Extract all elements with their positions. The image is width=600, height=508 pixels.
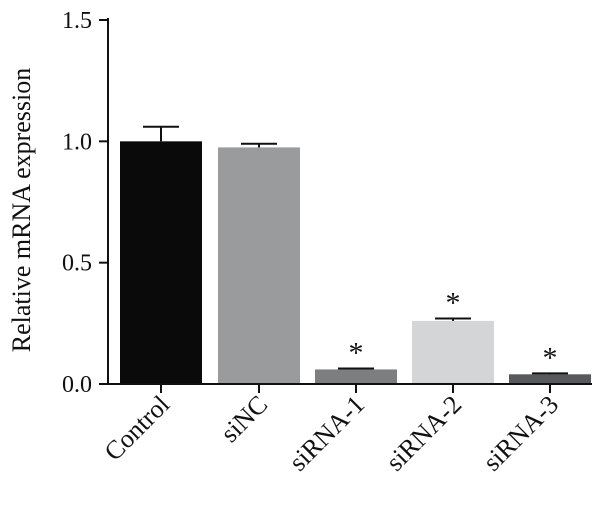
- bar-sirna-3: [509, 374, 591, 384]
- y-tick-label: 1.5: [62, 8, 92, 34]
- bars-group: * * *: [120, 125, 591, 384]
- bar-control: [120, 141, 202, 384]
- bar-sinc: [218, 147, 300, 384]
- significance-sirna-2: *: [446, 286, 461, 319]
- x-tick-label-sinc: siNC: [215, 390, 273, 448]
- significance-sirna-1: *: [349, 336, 364, 369]
- x-tick-label-sirna-2: siRNA-2: [380, 390, 467, 477]
- y-axis-title: Relative mRNA expression: [7, 68, 36, 353]
- y-tick-label: 1.0: [62, 129, 92, 155]
- y-axis-label: Relative mRNA expression: [7, 68, 36, 353]
- bar-sirna-2: [412, 320, 494, 384]
- significance-sirna-3: *: [543, 341, 558, 374]
- y-tick-label: 0.5: [62, 251, 92, 277]
- x-tick-label-sirna-3: siRNA-3: [477, 390, 564, 477]
- x-tick-label-control: Control: [99, 390, 176, 467]
- x-tick-label-sirna-1: siRNA-1: [283, 390, 370, 477]
- y-tick-label: 0.0: [62, 372, 92, 398]
- bar-sirna-1: [315, 369, 397, 384]
